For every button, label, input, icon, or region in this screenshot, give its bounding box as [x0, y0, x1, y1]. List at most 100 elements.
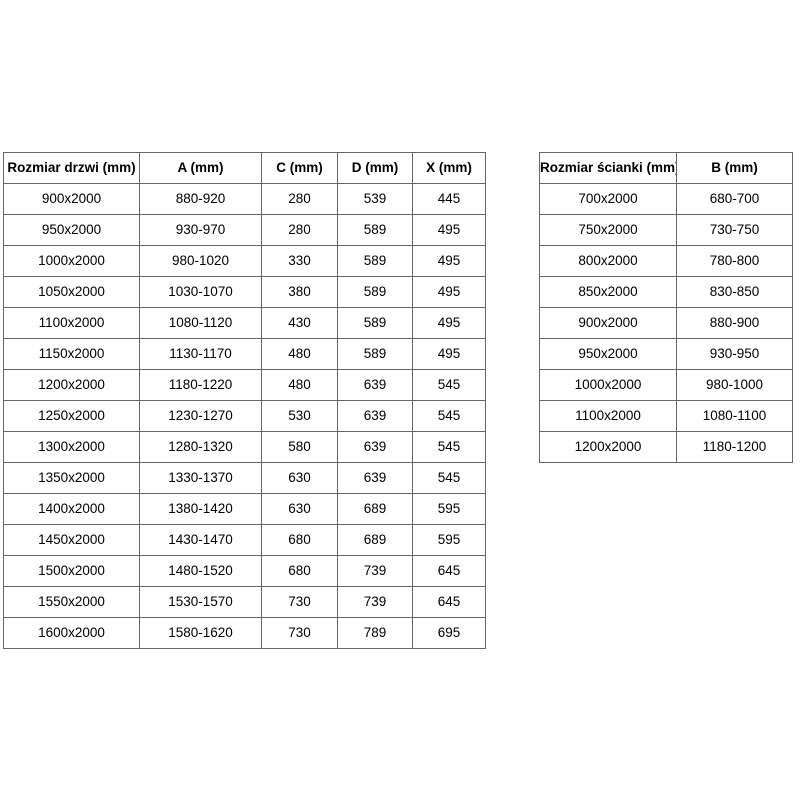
wall-size-table: Rozmiar ścianki (mm) B (mm) 700x2000 680-7… [539, 152, 793, 463]
table-cell: 739 [337, 555, 413, 587]
table-cell: 1400x2000 [3, 493, 140, 525]
table-cell: 589 [337, 307, 413, 339]
table-cell: 1000x2000 [539, 369, 677, 401]
table-row: 1100x2000 1080-1120 430 589 495 [3, 307, 486, 339]
header-row: Rozmiar drzwi (mm) A (mm) C (mm) D (mm) X (m… [3, 152, 486, 184]
door-size-table-header: Rozmiar drzwi (mm) A (mm) C (mm) D (mm) X (m… [3, 152, 486, 184]
table-cell: 800x2000 [539, 245, 677, 277]
table-cell: 539 [337, 183, 413, 215]
table-cell: 1430-1470 [139, 524, 262, 556]
table-cell: 630 [261, 462, 338, 494]
table-cell: 1480-1520 [139, 555, 262, 587]
table-cell: 639 [337, 431, 413, 463]
table-row: 1100x2000 1080-1100 [539, 400, 793, 432]
table-cell: 495 [412, 338, 486, 370]
table-cell: 445 [412, 183, 486, 215]
table-cell: 545 [412, 400, 486, 432]
wall-size-table-body: 700x2000 680-700 750x2000 730-750 800x2000 78… [539, 183, 793, 463]
column-header: Rozmiar ścianki (mm) [539, 152, 677, 184]
table-cell: 639 [337, 462, 413, 494]
table-cell: 630 [261, 493, 338, 525]
column-header: C (mm) [261, 152, 338, 184]
table-cell: 430 [261, 307, 338, 339]
table-cell: 589 [337, 245, 413, 277]
table-cell: 530 [261, 400, 338, 432]
table-row: 1350x2000 1330-1370 630 639 545 [3, 462, 486, 494]
table-cell: 589 [337, 338, 413, 370]
table-cell: 639 [337, 400, 413, 432]
table-cell: 495 [412, 276, 486, 308]
table-cell: 930-970 [139, 214, 262, 246]
table-row: 1250x2000 1230-1270 530 639 545 [3, 400, 486, 432]
column-header: Rozmiar drzwi (mm) [3, 152, 140, 184]
column-header: A (mm) [139, 152, 262, 184]
wall-size-table-header: Rozmiar ścianki (mm) B (mm) [539, 152, 793, 184]
table-row: 700x2000 680-700 [539, 183, 793, 215]
table-cell: 589 [337, 214, 413, 246]
table-row: 1150x2000 1130-1170 480 589 495 [3, 338, 486, 370]
table-cell: 880-920 [139, 183, 262, 215]
table-cell: 1100x2000 [539, 400, 677, 432]
table-row: 900x2000 880-900 [539, 307, 793, 339]
table-cell: 695 [412, 617, 486, 649]
table-cell: 639 [337, 369, 413, 401]
table-cell: 1450x2000 [3, 524, 140, 556]
table-cell: 1230-1270 [139, 400, 262, 432]
table-cell: 1500x2000 [3, 555, 140, 587]
table-cell: 1530-1570 [139, 586, 262, 618]
table-cell: 1380-1420 [139, 493, 262, 525]
column-header: D (mm) [337, 152, 413, 184]
table-cell: 580 [261, 431, 338, 463]
table-cell: 830-850 [676, 276, 793, 308]
table-cell: 700x2000 [539, 183, 677, 215]
table-cell: 1350x2000 [3, 462, 140, 494]
table-cell: 480 [261, 338, 338, 370]
column-header: B (mm) [676, 152, 793, 184]
table-cell: 1030-1070 [139, 276, 262, 308]
table-cell: 980-1020 [139, 245, 262, 277]
door-size-table-body: 900x2000 880-920 280 539 445 950x2000 930-970 2… [3, 183, 486, 649]
table-cell: 730-750 [676, 214, 793, 246]
table-row: 1300x2000 1280-1320 580 639 545 [3, 431, 486, 463]
table-row: 1550x2000 1530-1570 730 739 645 [3, 586, 486, 618]
table-row: 1050x2000 1030-1070 380 589 495 [3, 276, 486, 308]
table-cell: 1050x2000 [3, 276, 140, 308]
table-row: 1400x2000 1380-1420 630 689 595 [3, 493, 486, 525]
table-cell: 595 [412, 493, 486, 525]
table-cell: 950x2000 [539, 338, 677, 370]
table-cell: 739 [337, 586, 413, 618]
table-cell: 1330-1370 [139, 462, 262, 494]
table-cell: 930-950 [676, 338, 793, 370]
table-row: 1450x2000 1430-1470 680 689 595 [3, 524, 486, 556]
table-cell: 1100x2000 [3, 307, 140, 339]
table-row: 950x2000 930-970 280 589 495 [3, 214, 486, 246]
header-row: Rozmiar ścianki (mm) B (mm) [539, 152, 793, 184]
table-cell: 1000x2000 [3, 245, 140, 277]
table-cell: 1600x2000 [3, 617, 140, 649]
table-cell: 1180-1220 [139, 369, 262, 401]
table-cell: 730 [261, 586, 338, 618]
table-cell: 1580-1620 [139, 617, 262, 649]
table-row: 1500x2000 1480-1520 680 739 645 [3, 555, 486, 587]
table-cell: 495 [412, 307, 486, 339]
table-cell: 689 [337, 493, 413, 525]
table-row: 850x2000 830-850 [539, 276, 793, 308]
table-row: 1000x2000 980-1020 330 589 495 [3, 245, 486, 277]
table-cell: 900x2000 [539, 307, 677, 339]
table-cell: 680 [261, 555, 338, 587]
table-cell: 680-700 [676, 183, 793, 215]
table-cell: 1130-1170 [139, 338, 262, 370]
column-header: X (mm) [412, 152, 486, 184]
table-cell: 645 [412, 555, 486, 587]
table-cell: 1150x2000 [3, 338, 140, 370]
table-cell: 545 [412, 431, 486, 463]
table-row: 750x2000 730-750 [539, 214, 793, 246]
table-cell: 545 [412, 369, 486, 401]
table-cell: 1200x2000 [539, 431, 677, 463]
table-cell: 545 [412, 462, 486, 494]
table-cell: 330 [261, 245, 338, 277]
table-cell: 689 [337, 524, 413, 556]
table-cell: 280 [261, 214, 338, 246]
table-cell: 789 [337, 617, 413, 649]
